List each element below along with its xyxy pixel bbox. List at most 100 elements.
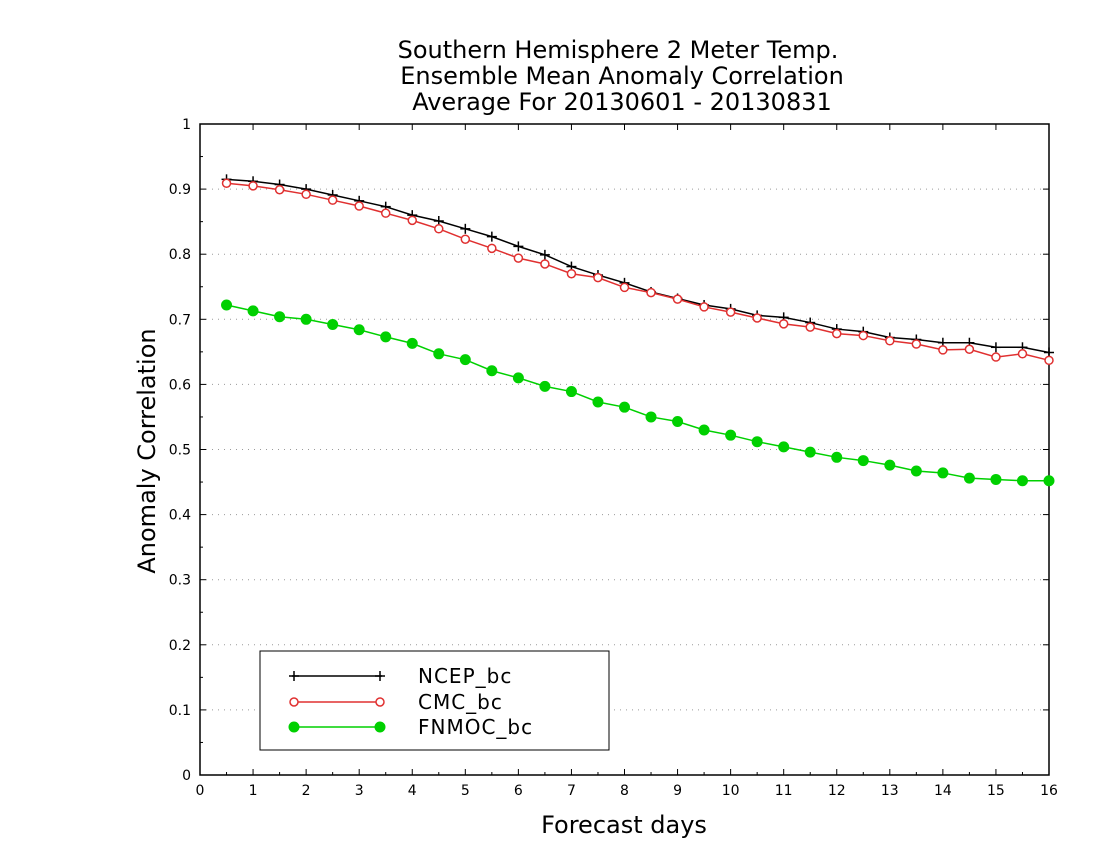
data-point-cmc-bc <box>964 344 975 354</box>
legend-label-ncep-bc: NCEP_bc <box>418 664 512 688</box>
data-point-fnmoc-bc <box>539 380 551 392</box>
x-tick-label-8: 8 <box>620 783 629 799</box>
data-point-fnmoc-bc <box>300 313 312 325</box>
data-point-fnmoc-bc <box>247 305 259 317</box>
y-tick-label-6: 0.6 <box>169 377 191 393</box>
data-point-cmc-bc <box>566 268 577 279</box>
data-point-fnmoc-bc <box>963 472 975 484</box>
y-axis: 0 0.1 0.2 0.3 0.4 0.5 0.6 0.7 0.8 0.9 1 <box>169 117 1049 784</box>
data-point-fnmoc-bc <box>698 424 710 436</box>
y-tick-label-0: 0 <box>182 768 191 784</box>
x-tick-label-10: 10 <box>722 783 740 799</box>
data-point-fnmoc-bc <box>221 299 233 311</box>
title-line-1: Southern Hemisphere 2 Meter Temp. <box>398 36 839 64</box>
data-point-fnmoc-bc <box>725 429 737 441</box>
x-tick-label-11: 11 <box>775 783 793 799</box>
legend-marker-end-ncep-bc <box>375 671 385 681</box>
x-tick-label-2: 2 <box>302 783 311 799</box>
data-point-fnmoc-bc <box>327 319 339 331</box>
data-point-cmc-bc <box>354 201 364 211</box>
x-tick-label-12: 12 <box>828 783 846 799</box>
x-tick-label-5: 5 <box>461 783 470 799</box>
data-point-fnmoc-bc <box>433 348 445 360</box>
series-cmc-bc <box>221 178 1054 366</box>
x-tick-label-9: 9 <box>673 783 682 799</box>
y-tick-label-8: 0.8 <box>169 247 191 263</box>
data-point-cmc-bc <box>1044 355 1054 366</box>
data-point-fnmoc-bc <box>857 455 869 467</box>
legend-label-fnmoc-bc: FNMOC_bc <box>418 715 533 739</box>
data-point-cmc-bc <box>327 195 338 205</box>
legend-box <box>259 650 610 751</box>
data-point-cmc-bc <box>301 189 311 200</box>
data-point-cmc-bc <box>672 294 683 304</box>
series-fnmoc-bc <box>221 299 1055 487</box>
grid <box>200 188 1049 711</box>
data-point-fnmoc-bc <box>565 386 577 398</box>
legend-label-cmc-bc: CMC_bc <box>418 690 503 714</box>
data-point-fnmoc-bc <box>592 396 604 408</box>
series-group <box>221 174 1055 487</box>
data-point-cmc-bc <box>221 178 232 188</box>
y-tick-label-2: 0.2 <box>169 638 191 654</box>
data-point-cmc-bc <box>380 208 391 218</box>
data-point-fnmoc-bc <box>380 331 392 343</box>
data-point-fnmoc-bc <box>353 324 365 336</box>
data-point-fnmoc-bc <box>459 354 471 366</box>
series-line-cmc-bc <box>226 182 1050 362</box>
series-line-fnmoc-bc <box>226 304 1049 482</box>
y-tick-label-10: 1 <box>182 117 191 133</box>
data-point-cmc-bc <box>752 313 762 323</box>
x-tick-label-0: 0 <box>196 783 205 799</box>
data-point-cmc-bc <box>885 336 895 346</box>
legend-marker-start-cmc-bc <box>289 697 299 707</box>
data-point-fnmoc-bc <box>1016 475 1028 487</box>
chart-title: Southern Hemisphere 2 Meter Temp.Ensembl… <box>398 36 844 116</box>
y-tick-label-3: 0.3 <box>169 573 191 589</box>
data-point-ncep-bc <box>990 342 1001 353</box>
series-ncep-bc <box>221 174 1054 358</box>
data-point-cmc-bc <box>460 234 471 244</box>
title-line-3: Average For 20130601 - 20130831 <box>412 88 832 116</box>
data-point-fnmoc-bc <box>937 467 949 479</box>
data-point-fnmoc-bc <box>990 473 1002 485</box>
y-tick-label-7: 0.7 <box>169 312 191 328</box>
data-point-fnmoc-bc <box>645 411 657 423</box>
data-point-fnmoc-bc <box>486 365 498 377</box>
data-point-fnmoc-bc <box>619 401 630 413</box>
x-tick-label-6: 6 <box>514 783 523 799</box>
data-point-cmc-bc <box>832 328 842 339</box>
data-point-fnmoc-bc <box>910 465 922 477</box>
data-point-cmc-bc <box>248 181 258 191</box>
x-axis: 0 1 2 3 4 5 6 7 8 9 10 11 12 13 14 15 16 <box>196 124 1058 799</box>
legend-marker-start-ncep-bc <box>289 671 299 681</box>
data-point-cmc-bc <box>646 287 656 298</box>
x-tick-label-15: 15 <box>987 783 1005 799</box>
x-tick-label-7: 7 <box>567 783 576 799</box>
data-point-ncep-bc <box>539 249 550 260</box>
legend-entry-cmc-bc: CMC_bc <box>289 690 503 714</box>
data-point-cmc-bc <box>1017 349 1028 359</box>
x-tick-label-16: 16 <box>1040 783 1058 799</box>
y-tick-label-5: 0.5 <box>169 443 191 459</box>
x-tick-label-1: 1 <box>249 783 258 799</box>
data-point-fnmoc-bc <box>672 416 684 428</box>
data-point-cmc-bc <box>513 253 524 263</box>
y-axis-label: Anomaly Correlation <box>133 328 161 573</box>
legend-entry-fnmoc-bc: FNMOC_bc <box>288 715 533 739</box>
data-point-fnmoc-bc <box>778 441 790 453</box>
data-point-cmc-bc <box>699 302 709 312</box>
data-point-cmc-bc <box>540 259 550 269</box>
data-point-ncep-bc <box>460 223 471 234</box>
data-point-fnmoc-bc <box>512 372 524 384</box>
data-point-cmc-bc <box>725 307 736 317</box>
data-point-cmc-bc <box>858 330 869 341</box>
x-tick-label-3: 3 <box>355 783 364 799</box>
data-point-fnmoc-bc <box>1043 475 1055 487</box>
legend-marker-start-fnmoc-bc <box>288 721 300 733</box>
legend-entry-ncep-bc: NCEP_bc <box>289 664 512 688</box>
data-point-cmc-bc <box>778 319 789 329</box>
data-point-cmc-bc <box>991 352 1001 362</box>
data-point-cmc-bc <box>593 272 603 283</box>
